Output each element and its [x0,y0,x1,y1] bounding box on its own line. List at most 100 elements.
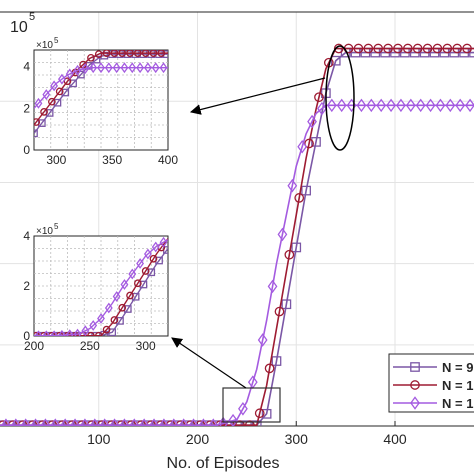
series-3-point [356,98,367,113]
inset-x-tick-label: 400 [158,153,178,167]
series-3-point [198,418,209,426]
inset-x-tick-label: 300 [136,339,156,353]
zoom-arrow-top [189,77,326,115]
inset-series-2-point [134,279,142,288]
inset-series-3-point [65,68,74,80]
inset-series-3-point [58,73,66,85]
inset-series-line-3 [34,67,168,109]
inset-series-2-point [102,50,111,57]
inset-series-3-point [42,330,51,336]
series-2-point [244,420,255,426]
inset-series-3-point [97,313,105,324]
inset-y-tick-label: 4 [23,229,30,243]
series-3-point [10,418,21,426]
inset-series-3-point [151,241,160,253]
series-3-point [267,279,278,294]
series-2-point [333,43,344,54]
y-multiplier-exponent: 5 [29,11,35,23]
inset-series-3-point [128,268,137,280]
x-axis-label: No. of Episodes [167,455,280,472]
inset-series-3-point [65,329,74,336]
inset-series-2-point [141,267,150,275]
inset-series-2-point [87,53,95,62]
inset-series-3-point [81,325,90,336]
series-3-point [168,418,179,426]
inset-bottom: 200 250 300 0 2 4 ×10 5 [23,222,169,353]
inset-series-1-point [61,88,70,97]
inset-series-3-point [159,236,168,248]
series-2-point [402,43,413,54]
inset-series-2-point [126,50,134,57]
series-3-point [70,418,80,426]
zoom-ellipse [325,45,355,151]
series-1-point [301,185,311,196]
series-2-point [373,43,384,54]
inset-series-1-point [163,50,168,59]
y-multiplier-base: 10 [10,19,28,36]
series-2-point [294,193,305,203]
series-3-point [277,227,288,242]
series-2-point [422,43,433,54]
inset-series-3-point [151,62,160,74]
inset-series-3-point [120,279,129,290]
inset-series-2-point [94,50,103,59]
inset-series-2-point [87,331,95,336]
legend-label-2: N = 1… [442,378,474,393]
series-3-point [129,418,140,426]
main-plot-area: 100 200 300 400 [0,11,474,447]
series-1-point [311,137,321,147]
series-2-point [452,43,463,54]
series-3-point [238,402,248,416]
series-3-point [465,98,474,113]
x-tick-label: 100 [87,431,111,447]
series-2-point [304,138,314,149]
inset-series-2-point [48,97,56,106]
inset-series-2-point [134,50,142,57]
series-1-point [271,356,282,366]
inset-series-2-point [157,50,166,57]
zoom-rect [222,387,281,423]
inset-series-3-point [97,62,105,74]
inset-series-3-point [136,258,144,269]
legend-marker-3 [410,396,420,410]
series-2-point [274,306,285,317]
inset-x-tick-label: 200 [24,339,44,353]
series-3-point [435,98,446,113]
legend-marker-2 [410,380,420,390]
inset-multiplier-exponent: 5 [54,222,59,231]
inset-series-3-point [42,89,51,101]
series-3-point [415,98,426,113]
x-tick-label: 200 [186,431,210,447]
inset-series-1-point [116,317,124,325]
series-2-point [412,43,423,54]
series-3-point [149,418,159,426]
inset-multiplier-base: ×10 [36,226,53,237]
series-3-point [297,139,308,154]
inset-series-1-point [34,129,38,138]
inset-multiplier-base: ×10 [36,40,53,51]
series-3-point [159,418,169,426]
series-3-point [89,418,100,426]
series-2-point [235,420,245,426]
zoom-arrow-bottom [171,337,247,389]
inset-series-3-point [89,62,98,74]
series-2-point [393,43,403,54]
series-3-point [405,98,416,113]
inset-series-3-point [128,62,137,74]
inset-series-3-point [50,80,59,92]
series-3-point [396,98,406,113]
series-3-point [20,418,31,426]
series-3-point [287,178,298,193]
inset-series-3-point [104,302,113,314]
inset-series-2-point [110,316,119,324]
inset-series-2-point [34,118,41,126]
inset-series-1-point [37,119,46,127]
inset-multiplier-exponent: 5 [54,36,59,45]
inset-series-line-2 [34,52,168,126]
inset-series-3-point [112,62,121,74]
series-2-point [383,43,393,54]
inset-series-3-point [89,320,98,331]
series-line-3 [0,104,474,426]
series-3-point [178,418,189,426]
inset-x-tick-label: 250 [80,339,100,353]
